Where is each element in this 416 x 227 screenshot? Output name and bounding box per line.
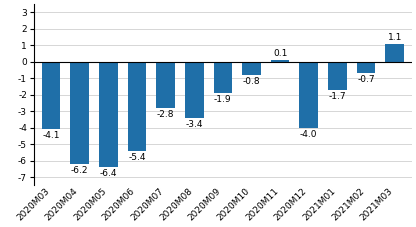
Text: -4.1: -4.1 [42,131,60,140]
Text: -3.4: -3.4 [186,120,203,129]
Bar [271,60,290,62]
Bar [328,62,347,90]
Bar [185,62,203,118]
Bar [300,62,318,128]
Text: 1.1: 1.1 [387,33,402,42]
Bar [128,62,146,151]
Bar [42,62,60,129]
Bar [99,62,118,167]
Text: -1.9: -1.9 [214,95,232,104]
Text: -2.8: -2.8 [157,110,174,119]
Text: -0.7: -0.7 [357,75,375,84]
Bar [70,62,89,164]
Bar [156,62,175,108]
Text: -5.4: -5.4 [128,153,146,162]
Text: 0.1: 0.1 [273,49,287,58]
Bar [242,62,261,75]
Bar [213,62,232,93]
Bar [385,44,404,62]
Text: -0.8: -0.8 [243,77,260,86]
Text: -1.7: -1.7 [329,92,346,101]
Text: -6.4: -6.4 [99,169,117,178]
Bar [357,62,375,73]
Text: -6.2: -6.2 [71,166,89,175]
Text: -4.0: -4.0 [300,130,317,139]
